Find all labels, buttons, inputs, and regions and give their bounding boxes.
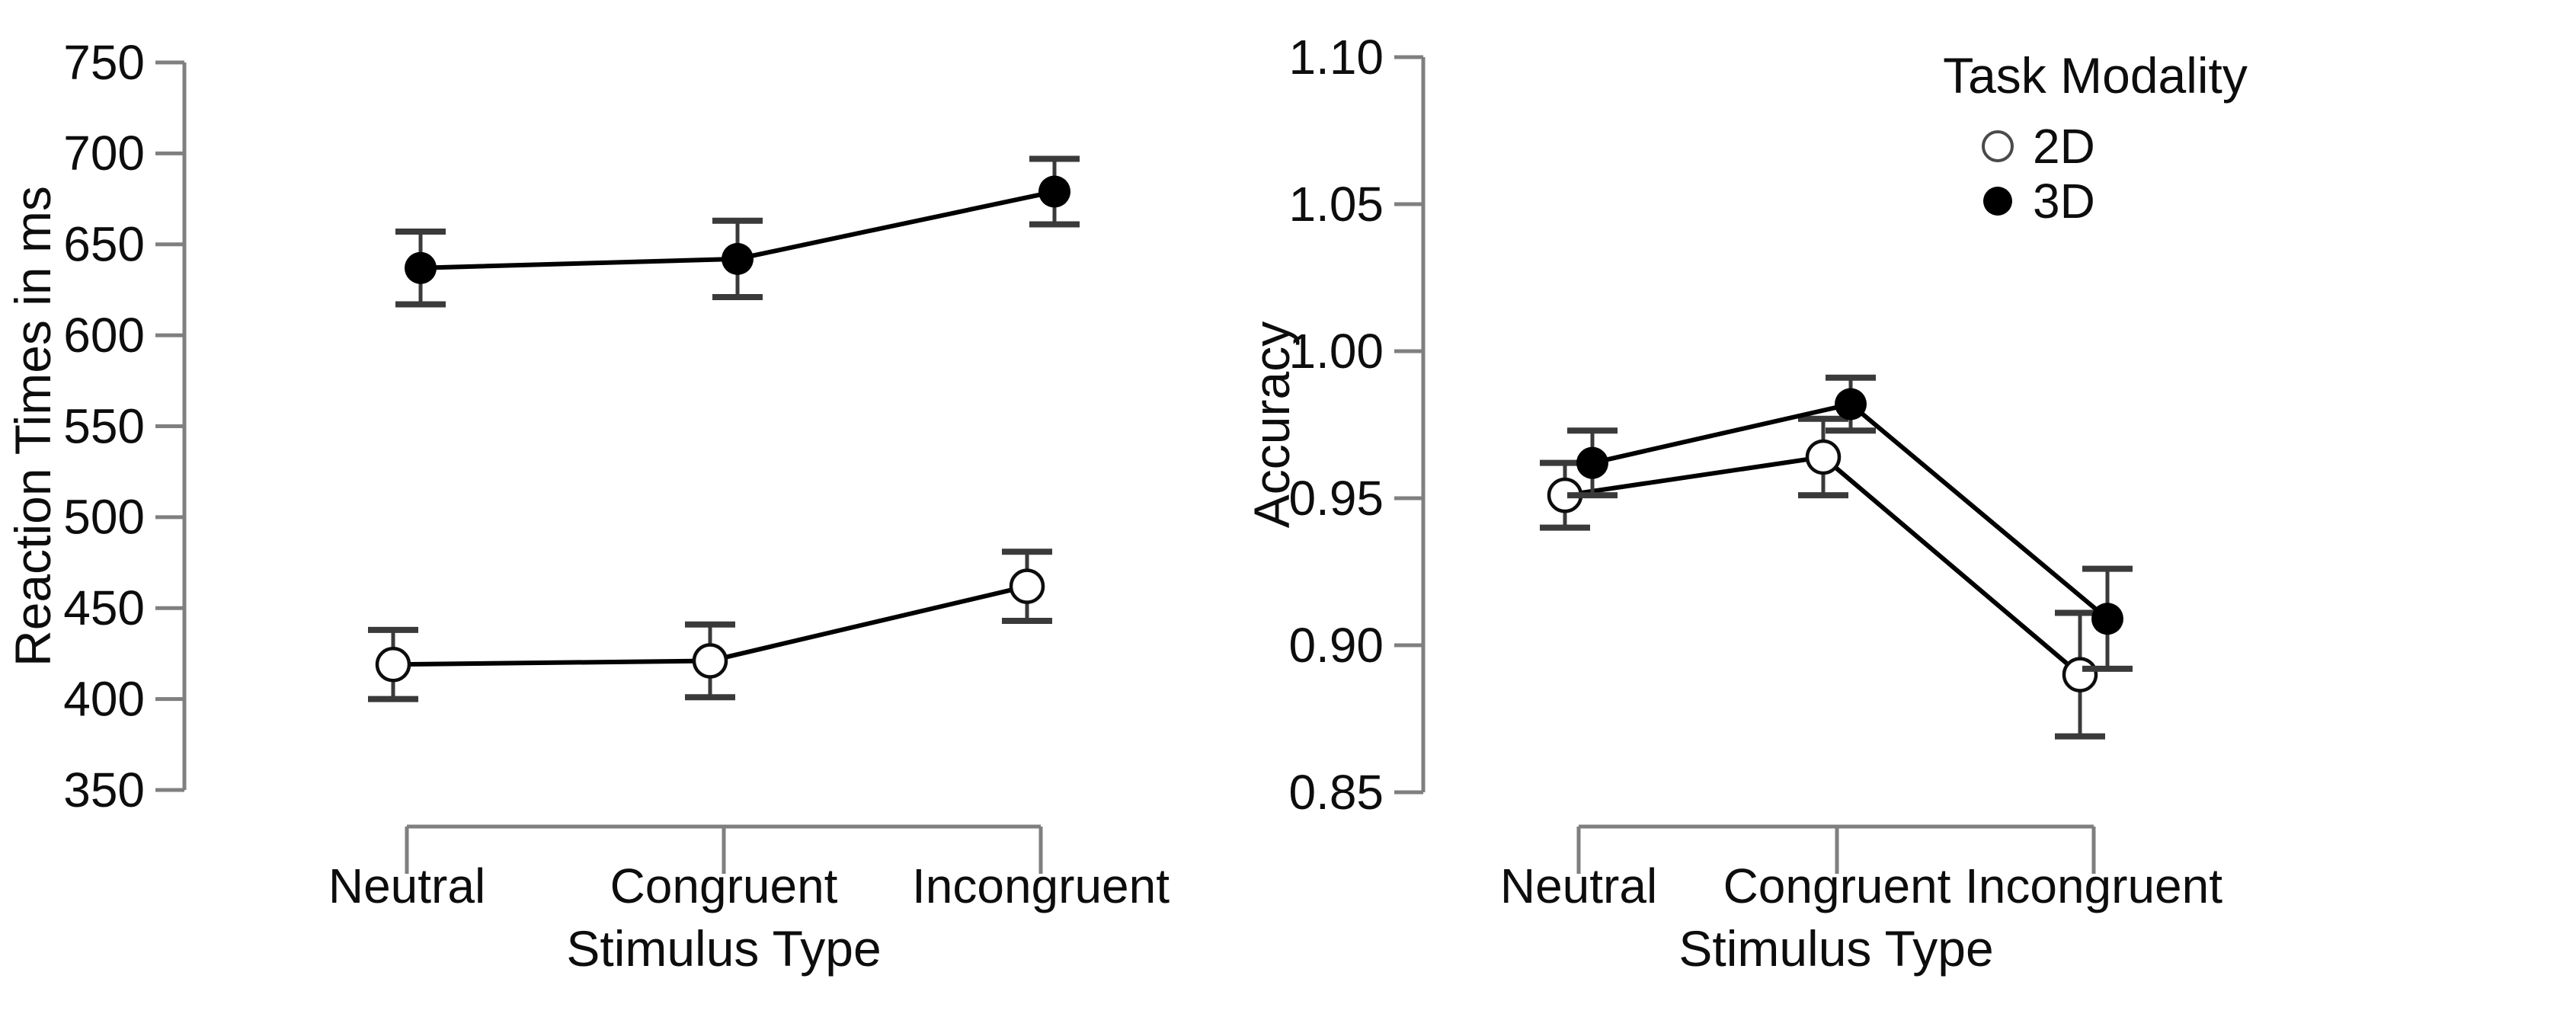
data-point-open-circle-icon	[1009, 568, 1045, 604]
y-tick-label: 1.00	[1288, 324, 1384, 379]
x-tick-label: Incongruent	[1965, 859, 2222, 913]
data-point-open-circle-icon	[375, 647, 411, 683]
legend-item-label: 2D	[2033, 119, 2095, 174]
panel-reaction-times: 750 700 650 600 550 500 450 400 350 Reaction Time…	[5, 35, 1170, 977]
panel-accuracy: 1.10 1.05 1.00 0.95 0.90 0.85 Accuracy Neutral C…	[1243, 30, 2222, 977]
y-tick-label: 750	[63, 35, 145, 90]
y-axis-title: Reaction Times in ms	[5, 186, 61, 667]
legend-item-label: 3D	[2033, 174, 2095, 229]
legend-filled-circle-icon	[1983, 187, 2012, 216]
x-axis-title: Stimulus Type	[566, 920, 881, 977]
y-tick-label: 350	[63, 763, 145, 817]
y-axis-title: Accuracy	[1243, 321, 1300, 528]
x-tick-label: Congruent	[610, 859, 838, 913]
data-point-filled-circle-icon	[405, 251, 437, 284]
data-point-open-circle-icon	[692, 643, 728, 679]
y-tick-label: 0.85	[1288, 765, 1384, 820]
y-tick-label: 550	[63, 398, 145, 453]
y-tick-label: 0.95	[1288, 471, 1384, 526]
legend-open-circle-icon	[1982, 130, 2014, 162]
y-tick-label: 1.05	[1288, 177, 1384, 232]
y-tick-label: 600	[63, 308, 145, 363]
y-tick-label: 400	[63, 671, 145, 726]
data-point-filled-circle-icon	[1038, 175, 1070, 208]
y-tick-label: 1.10	[1288, 30, 1384, 85]
data-point-filled-circle-icon	[722, 242, 754, 275]
x-axis-title: Stimulus Type	[1678, 920, 1993, 977]
y-tick-label: 650	[63, 217, 145, 272]
x-tick-label: Incongruent	[912, 859, 1170, 913]
data-point-open-circle-icon	[1805, 439, 1842, 475]
data-point-filled-circle-icon	[1576, 446, 1608, 479]
x-tick-label: Congruent	[1723, 859, 1951, 913]
x-tick-label: Neutral	[1500, 859, 1657, 913]
y-tick-label: 500	[63, 490, 145, 545]
y-tick-label: 700	[63, 126, 145, 181]
series-line-3d	[1592, 401, 2109, 621]
legend-title: Task Modality	[1943, 47, 2248, 104]
data-point-open-circle-icon	[2062, 657, 2098, 692]
y-tick-label: 450	[63, 580, 145, 635]
y-tick-label: 0.90	[1288, 618, 1384, 673]
x-tick-label: Neutral	[328, 859, 485, 913]
data-point-filled-circle-icon	[2091, 603, 2123, 635]
data-point-filled-circle-icon	[1835, 388, 1867, 421]
